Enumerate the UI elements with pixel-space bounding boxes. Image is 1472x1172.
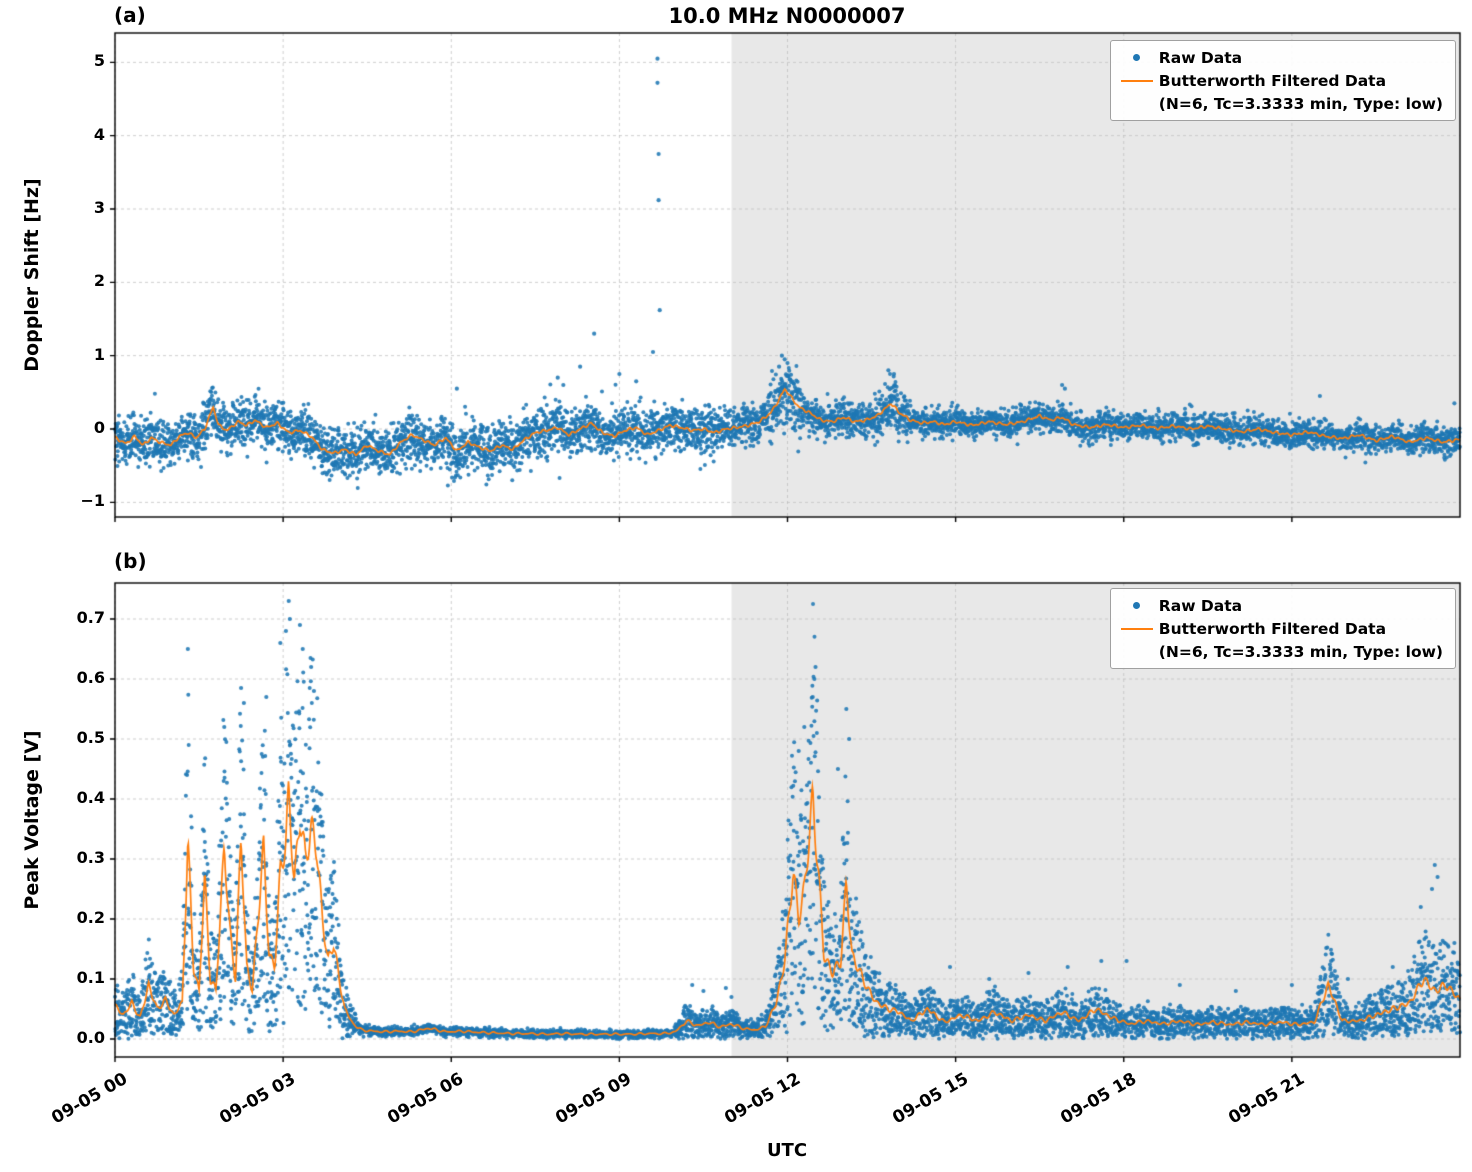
y-tick-label-a: −1 [80,491,105,511]
y-tick-label-a: 4 [93,124,105,144]
legend-filtered-params: (N=6, Tc=3.3333 min, Type: low) [1158,94,1443,113]
legend-row-raw: Raw Data [1119,46,1443,69]
legend-panel-b: Raw Data Butterworth Filtered Data (N=6,… [1109,588,1456,669]
y-tick-label-b: 0.2 [76,908,105,927]
panel-b-label: (b) [114,549,147,573]
filtered-line-marker-icon [1119,79,1155,82]
legend-panel-a: Raw Data Butterworth Filtered Data (N=6,… [1109,40,1456,121]
legend-row-raw: Raw Data [1119,594,1443,617]
raw-data-marker-icon [1119,602,1155,609]
y-tick-label-b: 0.1 [76,968,105,987]
panel-b-ylabel: Peak Voltage [V] [21,730,43,910]
panel-a-ylabel: Doppler Shift [Hz] [21,178,43,372]
legend-row-filtered: Butterworth Filtered Data [1119,69,1443,92]
legend-filtered-params: (N=6, Tc=3.3333 min, Type: low) [1158,642,1443,661]
raw-data-marker-icon [1119,54,1155,61]
y-tick-label-a: 3 [93,198,105,217]
y-tick-label-a: 5 [93,51,105,71]
legend-raw-label: Raw Data [1158,596,1243,615]
y-tick-label-b: 0.6 [76,668,105,687]
chart-title: 10.0 MHz N0000007 [668,4,906,28]
legend-filtered-label: Butterworth Filtered Data [1158,71,1387,90]
legend-row-filtered-params: (N=6, Tc=3.3333 min, Type: low) [1119,92,1443,115]
x-axis-title: UTC [766,1140,808,1161]
y-tick-label-b: 0.5 [76,728,105,747]
legend-row-filtered: Butterworth Filtered Data [1119,617,1443,640]
legend-raw-label: Raw Data [1158,48,1243,67]
y-tick-label-b: 0.4 [76,788,105,807]
filtered-line-marker-icon [1119,627,1155,630]
y-tick-label-b: 0.7 [76,608,105,627]
panel-a-label: (a) [114,3,146,27]
y-tick-label-b: 0.0 [76,1028,105,1047]
legend-filtered-label: Butterworth Filtered Data [1158,619,1387,638]
y-tick-label-a: 1 [93,344,105,364]
y-tick-label-a: 0 [93,418,105,437]
legend-row-filtered-params: (N=6, Tc=3.3333 min, Type: low) [1119,640,1443,663]
y-tick-label-a: 2 [93,271,105,291]
y-tick-label-b: 0.3 [76,848,105,867]
